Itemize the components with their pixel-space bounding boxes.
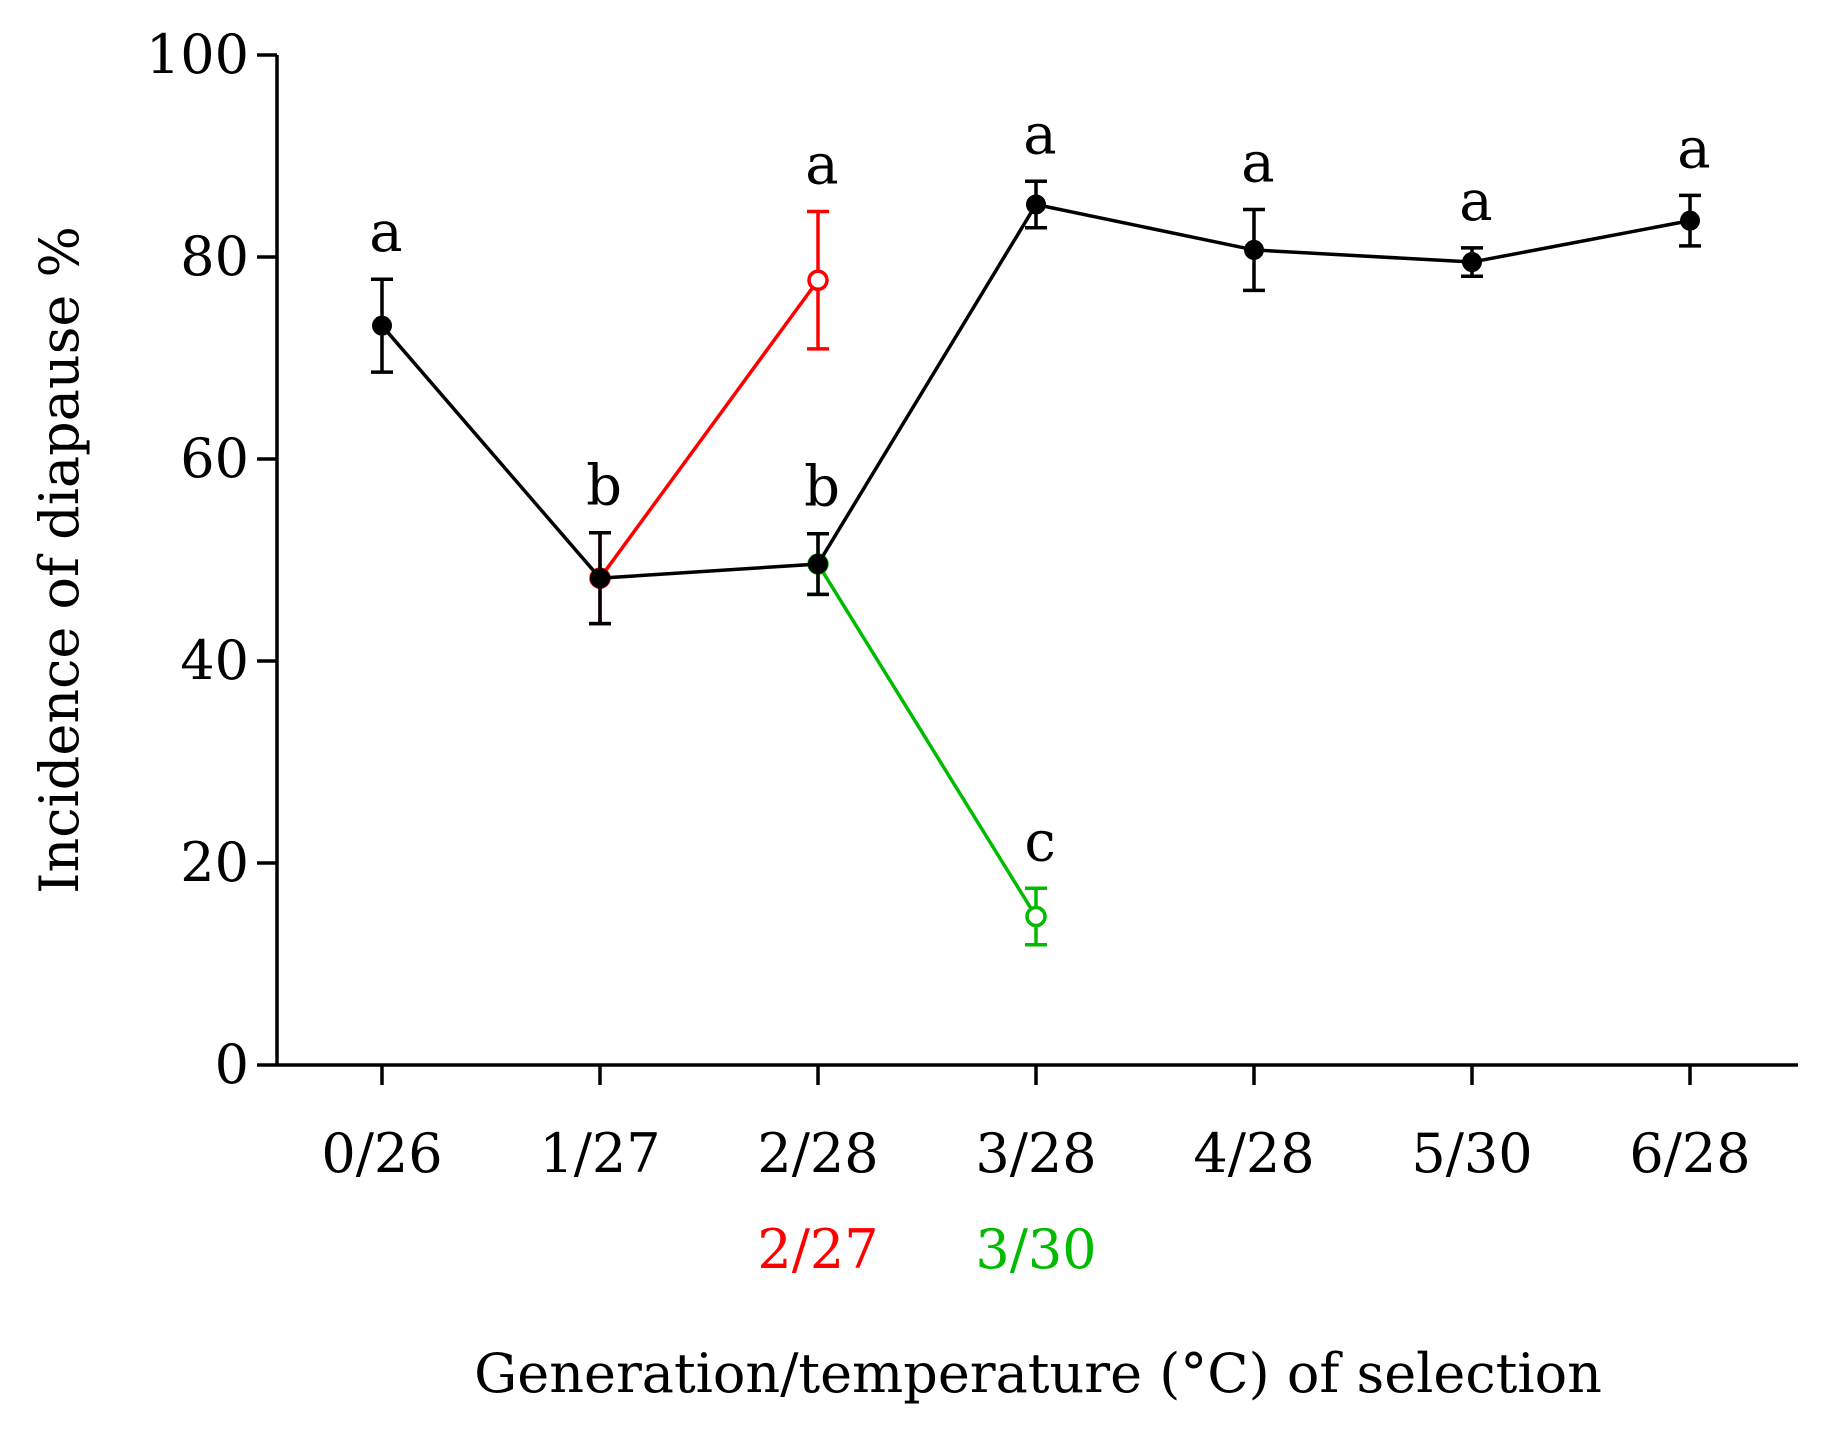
data-point — [1025, 905, 1047, 928]
significance-letter: a — [1459, 169, 1492, 234]
x-tick-label: 5/30 — [1411, 1122, 1532, 1185]
labels-layer: a c a b b a a a a — [369, 102, 1710, 874]
y-tick-label: 80 — [180, 225, 249, 288]
data-point — [1244, 239, 1264, 260]
significance-letter: a — [1023, 102, 1056, 167]
data-point — [1680, 210, 1700, 231]
y-tick-label: 100 — [146, 23, 249, 86]
x-tick-label: 6/28 — [1629, 1122, 1750, 1185]
x-tick-label: 4/28 — [1193, 1122, 1314, 1185]
axes: 0 20 40 60 80 100 0/26 1/27 2/28 3/28 4/28 5/30 6/28… — [146, 23, 1798, 1281]
y-tick-label: 0 — [215, 1033, 249, 1096]
secondary-x-tick-label: 3/30 — [975, 1218, 1096, 1281]
series-line — [816, 563, 1038, 918]
x-tick-label: 0/26 — [321, 1122, 442, 1185]
significance-letter: a — [1677, 116, 1710, 181]
series-line — [598, 279, 820, 580]
y-tick-label: 40 — [180, 629, 249, 692]
x-tick-label: 2/28 — [757, 1122, 878, 1185]
y-tick-label: 20 — [180, 831, 249, 894]
data-point — [807, 269, 829, 291]
significance-letter: a — [369, 200, 402, 265]
secondary-x-tick-label: 2/27 — [757, 1218, 878, 1281]
data-point — [1462, 252, 1482, 273]
data-point — [808, 554, 828, 575]
significance-letter: a — [805, 133, 838, 198]
x-tick-label: 1/27 — [539, 1122, 660, 1185]
series-main — [371, 179, 1701, 626]
data-point — [590, 568, 610, 589]
significance-letter: b — [804, 455, 840, 520]
significance-letter: a — [1241, 131, 1274, 196]
series-3-30 — [807, 531, 1047, 947]
series-layer — [371, 179, 1701, 947]
series-line — [380, 202, 1691, 580]
data-point — [372, 315, 392, 336]
significance-letter: b — [586, 454, 622, 519]
significance-letter: c — [1024, 809, 1055, 874]
x-axis-title: Generation/temperature (°C) of selection — [474, 1342, 1602, 1405]
series-2-27 — [589, 209, 829, 626]
y-tick-label: 60 — [180, 427, 249, 490]
y-axis-title: Incidence of diapause % — [28, 226, 91, 894]
x-tick-label: 3/28 — [975, 1122, 1096, 1185]
data-point — [1026, 194, 1046, 215]
